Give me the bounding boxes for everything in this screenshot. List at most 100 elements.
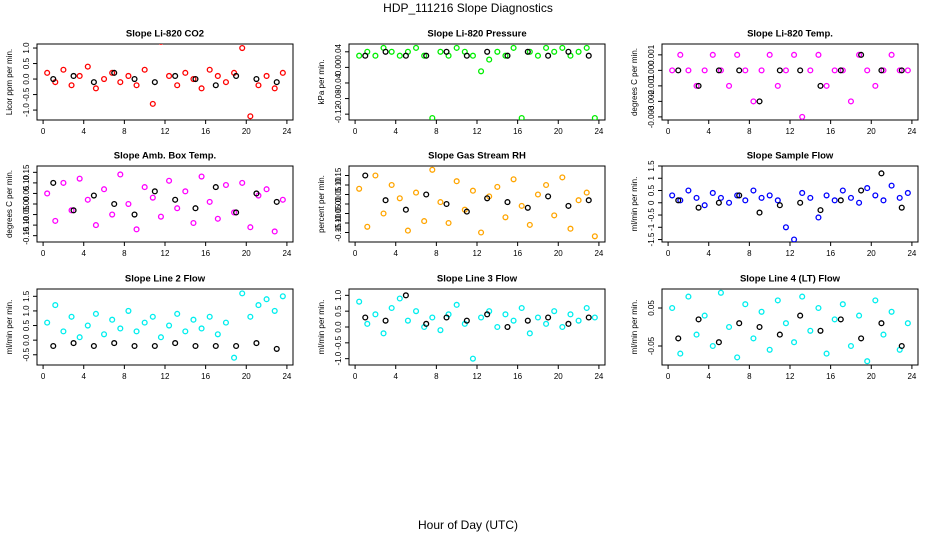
point — [847, 194, 855, 201]
point — [504, 323, 511, 331]
y-tick-label: 0.05 — [22, 185, 31, 201]
point — [364, 320, 371, 327]
point — [166, 72, 173, 80]
point — [382, 48, 389, 55]
point — [109, 316, 116, 323]
x-tick-label: 20 — [554, 249, 563, 258]
point — [44, 190, 51, 197]
point — [52, 302, 59, 309]
point — [591, 115, 598, 120]
plot-box — [661, 165, 919, 243]
point — [797, 67, 804, 74]
point — [478, 229, 485, 236]
point — [172, 340, 179, 347]
point — [84, 322, 91, 329]
point — [463, 52, 470, 59]
point — [273, 198, 280, 205]
panel-title: Slope Line 3 Flow — [437, 274, 518, 285]
point — [675, 197, 682, 204]
point — [545, 52, 552, 59]
point — [543, 44, 550, 51]
point — [437, 199, 444, 206]
point — [60, 179, 67, 186]
x-tick-label: 8 — [747, 249, 752, 258]
points — [669, 51, 911, 120]
y-tick-label: 0.00 — [22, 196, 31, 212]
point — [725, 323, 733, 331]
x-tick-label: 0 — [353, 127, 358, 136]
point — [766, 192, 773, 199]
point — [149, 100, 156, 107]
point — [356, 298, 363, 305]
point — [429, 115, 436, 120]
point — [100, 186, 108, 193]
panel: Slope Gas Stream RH percent per min. 0 4 8 12… — [317, 151, 606, 258]
point — [742, 197, 749, 204]
y-tick-label: 0.10 — [334, 177, 343, 193]
point — [214, 331, 221, 338]
point — [68, 207, 75, 214]
point — [896, 194, 903, 201]
point — [151, 342, 158, 350]
point — [839, 67, 846, 74]
panel: Slope Amb. Box Temp. degrees C per min. 0 4… — [5, 151, 294, 258]
point — [839, 301, 846, 308]
point — [255, 302, 262, 309]
point — [396, 52, 403, 59]
x-tick-label: 24 — [282, 127, 291, 136]
point — [212, 342, 219, 350]
point — [76, 334, 83, 341]
point — [750, 98, 757, 105]
point — [396, 295, 403, 302]
points — [44, 290, 286, 361]
point — [776, 67, 783, 74]
point — [518, 115, 525, 120]
y-axis-label: ml/min per min. — [5, 300, 14, 355]
point — [524, 48, 531, 55]
point — [44, 69, 51, 76]
point — [271, 307, 278, 314]
y-tick-label: 0.05 — [334, 186, 343, 202]
point — [469, 355, 476, 362]
point — [133, 328, 140, 335]
y-axis-label: degrees C per min. — [630, 48, 639, 116]
point — [717, 194, 724, 201]
point — [125, 307, 132, 314]
x-tick-label: 16 — [826, 372, 835, 381]
point — [100, 331, 108, 338]
point — [192, 205, 199, 212]
point — [117, 79, 124, 86]
point — [551, 308, 558, 315]
point — [404, 317, 411, 324]
y-tick-label: 0.10 — [22, 175, 31, 191]
point — [60, 66, 67, 73]
plot-box — [36, 288, 294, 366]
y-tick-label: 1.5 — [647, 160, 656, 172]
point — [192, 76, 199, 83]
point — [141, 184, 148, 191]
point — [111, 69, 118, 76]
point — [736, 192, 743, 199]
x-tick-label: 8 — [122, 372, 127, 381]
point — [756, 98, 763, 105]
point — [518, 304, 525, 312]
point — [526, 330, 533, 337]
point — [131, 211, 138, 218]
plot-box — [36, 165, 294, 243]
x-tick-label: 4 — [82, 372, 87, 381]
point — [782, 320, 789, 327]
point — [429, 166, 436, 173]
y-tick-label: -0.002 — [647, 89, 656, 112]
x-tick-label: 24 — [594, 249, 603, 258]
panel: Slope Li-820 Temp. degrees C per min. 0 4 8 1… — [630, 29, 919, 136]
point — [174, 82, 181, 89]
point — [677, 197, 684, 204]
x-tick-label: 12 — [473, 127, 482, 136]
y-tick-label: -0.05 — [22, 205, 31, 224]
point — [190, 219, 197, 227]
y-tick-label: 0.5 — [647, 184, 656, 196]
point — [575, 197, 582, 204]
point — [44, 319, 51, 326]
y-tick-label: 0.5 — [22, 319, 31, 331]
x-tick-label: 8 — [747, 372, 752, 381]
